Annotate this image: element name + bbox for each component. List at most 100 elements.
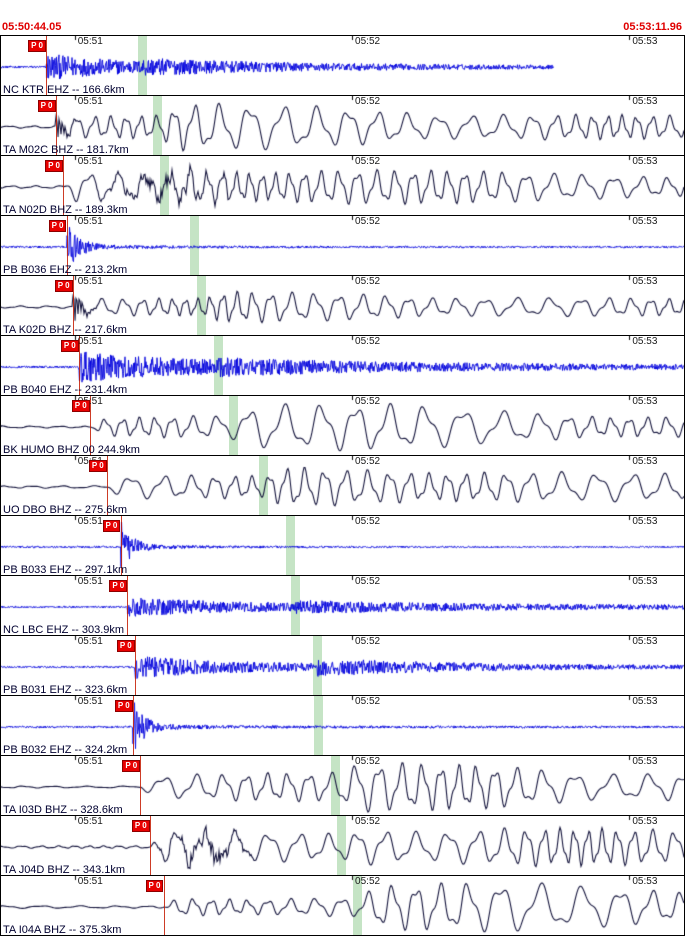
trace-row: 05:51 05:52 05:53 P 0 TA K02D BHZ -- 217.6km [1,276,684,336]
window-start-time: 05:50:44.05 [2,21,62,33]
station-label: NC LBC EHZ -- 303.9km [3,624,125,636]
minute-tick-label: 05:53 [632,756,658,767]
minute-tick-label: 05:51 [77,396,103,407]
station-label: TA J04D BHZ -- 343.1km [3,864,126,876]
minute-tick-label: 05:52 [355,156,381,167]
station-label: TA I04A BHZ -- 375.3km [3,924,122,936]
minute-tick-label: 05:52 [355,576,381,587]
trace-row: 05:51 05:52 05:53 P 0 TA I03D BHZ -- 328.6km [1,756,684,816]
minute-tick-label: 05:51 [77,876,103,887]
waveform-canvas[interactable] [1,396,684,455]
waveform-canvas[interactable] [1,816,684,875]
waveform-canvas[interactable] [1,636,684,695]
minute-tick-label: 05:51 [77,696,103,707]
minute-tick-label: 05:51 [77,816,103,827]
p-pick-flag[interactable]: P 0 [48,220,67,232]
p-pick-flag[interactable]: P 0 [145,880,164,892]
trace-list: 05:51 05:52 05:53 P 0 NC KTR EHZ -- 166.6km 0… [0,35,685,936]
p-pick-flag[interactable]: P 0 [131,820,150,832]
minute-tick-label: 05:53 [632,876,658,887]
minute-tick-label: 05:52 [355,456,381,467]
trace-row: 05:51 05:52 05:53 P 0 BK HUMO BHZ 00 244.9km [1,396,684,456]
pick-time-line [90,396,91,455]
minute-tick-label: 05:51 [77,636,103,647]
pick-time-line [150,816,151,875]
p-pick-flag[interactable]: P 0 [37,100,56,112]
p-pick-flag[interactable]: P 0 [122,760,141,772]
p-pick-flag[interactable]: P 0 [109,580,128,592]
waveform-canvas[interactable] [1,276,684,335]
waveform-canvas[interactable] [1,456,684,515]
trace-row: 05:51 05:52 05:53 P 0 TA I04A BHZ -- 375.3km [1,876,684,936]
pick-time-line [46,36,47,95]
p-pick-flag[interactable]: P 0 [114,700,133,712]
minute-tick-label: 05:52 [355,336,381,347]
minute-tick-label: 05:53 [632,576,658,587]
station-label: TA M02C BHZ -- 181.7km [3,144,129,156]
p-pick-flag[interactable]: P 0 [116,640,135,652]
minute-tick-label: 05:53 [632,636,658,647]
minute-tick-label: 05:51 [77,576,103,587]
pick-time-line [164,876,165,935]
pick-time-line [79,336,80,395]
trace-row: 05:51 05:52 05:53 P 0 TA M02C BHZ -- 181.7km [1,96,684,156]
p-pick-flag[interactable]: P 0 [60,340,79,352]
trace-row: 05:51 05:52 05:53 P 0 PB B040 EHZ -- 231.4km [1,336,684,396]
waveform-canvas[interactable] [1,216,684,275]
p-pick-flag[interactable]: P 0 [45,160,64,172]
pick-time-line [121,516,122,575]
station-label: TA I03D BHZ -- 328.6km [3,804,123,816]
trace-row: 05:51 05:52 05:53 P 0 PB B036 EHZ -- 213.2km [1,216,684,276]
event-header: 60508356 UW Mar 03, 2013 05:50:27.99 40.… [0,0,685,22]
minute-tick-label: 05:51 [77,516,103,527]
minute-tick-label: 05:52 [355,696,381,707]
minute-tick-label: 05:51 [77,756,103,767]
trace-row: 05:51 05:52 05:53 P 0 PB B033 EHZ -- 297.1km [1,516,684,576]
waveform-canvas[interactable] [1,156,684,215]
minute-tick-label: 05:53 [632,516,658,527]
minute-tick-label: 05:52 [355,816,381,827]
waveform-canvas[interactable] [1,96,684,155]
minute-tick-label: 05:53 [632,396,658,407]
p-pick-flag[interactable]: P 0 [54,280,73,292]
minute-tick-label: 05:51 [77,336,103,347]
waveform-canvas[interactable] [1,36,684,95]
minute-tick-label: 05:52 [355,96,381,107]
station-label: BK HUMO BHZ 00 244.9km [3,444,140,456]
station-label: UO DBO BHZ -- 275.6km [3,504,128,516]
trace-row: 05:51 05:52 05:53 P 0 TA N02D BHZ -- 189.3km [1,156,684,216]
pick-time-line [56,96,57,155]
minute-tick-label: 05:51 [77,276,103,287]
trace-row: 05:51 05:52 05:53 P 0 TA J04D BHZ -- 343.1km [1,816,684,876]
p-pick-flag[interactable]: P 0 [88,460,107,472]
pick-time-line [73,276,74,335]
station-label: PB B036 EHZ -- 213.2km [3,264,128,276]
p-pick-flag[interactable]: P 0 [28,40,46,52]
minute-tick-label: 05:51 [77,96,103,107]
minute-tick-label: 05:52 [355,636,381,647]
minute-tick-label: 05:53 [632,456,658,467]
minute-tick-label: 05:53 [632,696,658,707]
pick-time-line [127,576,128,635]
minute-tick-label: 05:52 [355,396,381,407]
time-range-bar: 05:50:44.05 05:53:11.96 [0,21,685,35]
waveform-canvas[interactable] [1,336,684,395]
waveform-canvas[interactable] [1,756,684,815]
pick-time-line [107,456,108,515]
minute-tick-label: 05:52 [355,876,381,887]
p-pick-flag[interactable]: P 0 [102,520,121,532]
waveform-canvas[interactable] [1,876,684,935]
station-label: PB B033 EHZ -- 297.1km [3,564,128,576]
trace-row: 05:51 05:52 05:53 P 0 PB B032 EHZ -- 324.2km [1,696,684,756]
pick-time-line [67,216,68,275]
minute-tick-label: 05:53 [632,216,658,227]
minute-tick-label: 05:51 [77,216,103,227]
pick-time-line [140,756,141,815]
minute-tick-label: 05:52 [355,36,381,47]
p-pick-flag[interactable]: P 0 [71,400,90,412]
minute-tick-label: 05:53 [632,156,658,167]
station-label: PB B032 EHZ -- 324.2km [3,744,128,756]
minute-tick-label: 05:52 [355,516,381,527]
minute-tick-label: 05:52 [355,756,381,767]
